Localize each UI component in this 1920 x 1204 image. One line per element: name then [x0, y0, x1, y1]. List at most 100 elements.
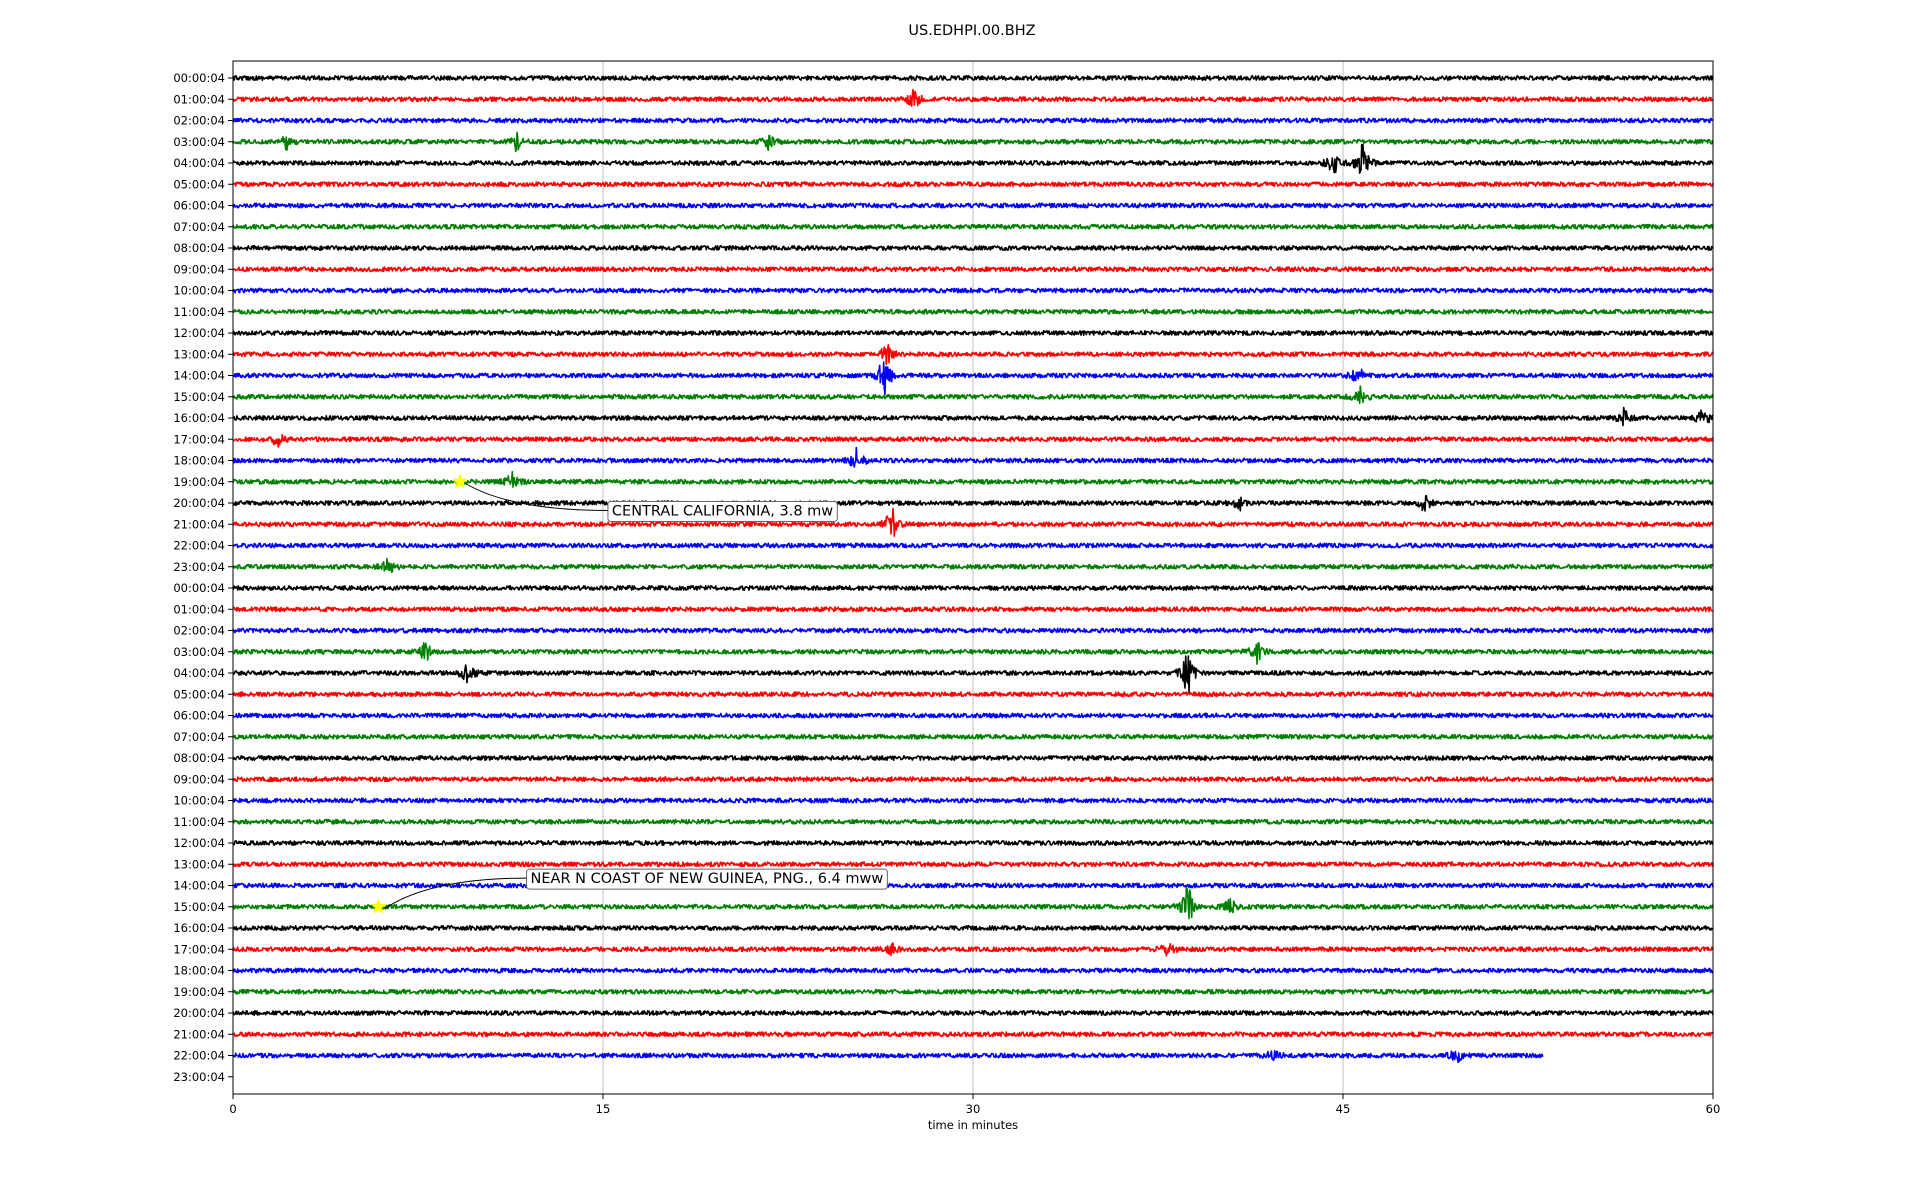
row-label: 20:00:04 [173, 496, 225, 510]
event-label-text: CENTRAL CALIFORNIA, 3.8 mw [612, 503, 833, 519]
row-label: 20:00:04 [173, 1006, 225, 1020]
chart-title: US.EDHPI.00.BHZ [908, 23, 1035, 39]
event-label-box [607, 500, 838, 522]
row-label: 02:00:04 [173, 624, 225, 638]
traces-layer [232, 75, 1714, 1064]
trace-row [232, 886, 1714, 920]
trace-row [232, 988, 1714, 995]
trace-row [232, 557, 1714, 573]
row-label: 23:00:04 [173, 560, 225, 574]
trace-row [232, 776, 1714, 783]
trace-row [232, 840, 1714, 846]
trace-row [232, 361, 1714, 395]
trace-row [232, 131, 1714, 153]
row-label: 12:00:04 [173, 326, 225, 340]
event-annotations: CENTRAL CALIFORNIA, 3.8 mw NEAR N COAST O… [370, 473, 888, 914]
row-label: 16:00:04 [173, 411, 225, 425]
trace-row [232, 733, 1714, 740]
row-label: 21:00:04 [173, 517, 225, 531]
row-label: 11:00:04 [173, 305, 225, 319]
row-label: 07:00:04 [173, 730, 225, 744]
trace-row [232, 266, 1714, 273]
trace-row [232, 1031, 1714, 1038]
row-label: 05:00:04 [173, 177, 225, 191]
row-label: 22:00:04 [173, 539, 225, 553]
row-label: 18:00:04 [173, 454, 225, 468]
x-tick-label: 30 [966, 1102, 981, 1116]
grid-layer [602, 61, 1344, 1094]
row-label: 17:00:04 [173, 432, 225, 446]
x-tick-label: 0 [229, 1102, 236, 1116]
trace-row [232, 925, 1714, 931]
row-label: 21:00:04 [173, 1027, 225, 1041]
trace-row [232, 385, 1714, 405]
trace-row [232, 494, 1714, 512]
trace-row [232, 861, 1714, 868]
trace-row [232, 202, 1714, 209]
x-tick-label: 60 [1706, 1102, 1721, 1116]
trace-row [232, 344, 1714, 366]
trace-row [232, 1050, 1544, 1064]
trace-row [232, 308, 1714, 315]
row-label: 10:00:04 [173, 794, 225, 808]
row-label: 11:00:04 [173, 815, 225, 829]
row-label: 04:00:04 [173, 156, 225, 170]
trace-row [232, 585, 1714, 591]
row-label: 03:00:04 [173, 645, 225, 659]
plot-frame [232, 60, 1714, 1095]
trace-row [232, 433, 1714, 448]
row-label: 14:00:04 [173, 369, 225, 383]
row-label: 13:00:04 [173, 347, 225, 361]
trace-row [232, 88, 1714, 107]
event-label: CENTRAL CALIFORNIA, 3.8 mw [607, 500, 838, 522]
row-label: 15:00:04 [173, 390, 225, 404]
trace-row [232, 245, 1714, 251]
row-label: 19:00:04 [173, 985, 225, 999]
event-connector [384, 877, 527, 910]
row-label: 05:00:04 [173, 687, 225, 701]
trace-row [232, 223, 1714, 230]
trace-row [232, 882, 1714, 889]
row-label: 07:00:04 [173, 220, 225, 234]
event-label: NEAR N COAST OF NEW GUINEA, PNG., 6.4 mw… [526, 868, 888, 890]
row-label: 00:00:04 [173, 581, 225, 595]
x-axis-label: time in minutes [928, 1118, 1018, 1132]
trace-row [232, 691, 1714, 698]
event-star-marker [451, 473, 468, 489]
row-label: 09:00:04 [173, 772, 225, 786]
trace-row [232, 507, 1714, 537]
trace-row [232, 446, 1714, 468]
row-label: 13:00:04 [173, 857, 225, 871]
row-label: 17:00:04 [173, 942, 225, 956]
x-tick-label: 15 [596, 1102, 611, 1116]
event-connector [465, 483, 608, 511]
row-label: 09:00:04 [173, 262, 225, 276]
row-label: 08:00:04 [173, 241, 225, 255]
row-label: 12:00:04 [173, 836, 225, 850]
row-label: 18:00:04 [173, 964, 225, 978]
row-label: 04:00:04 [173, 666, 225, 680]
trace-row [232, 1010, 1714, 1016]
trace-row [232, 117, 1714, 124]
row-label: 00:00:04 [173, 71, 225, 85]
trace-row [232, 406, 1714, 427]
trace-row [232, 712, 1714, 719]
trace-row [232, 942, 1714, 957]
event-label-text: NEAR N COAST OF NEW GUINEA, PNG., 6.4 mw… [531, 871, 884, 887]
trace-row [232, 75, 1714, 81]
row-label: 19:00:04 [173, 475, 225, 489]
row-label: 14:00:04 [173, 879, 225, 893]
row-label: 01:00:04 [173, 92, 225, 106]
row-labels: 00:00:04 01:00:04 02:00:04 03:00:04 04:00:04… [173, 71, 233, 1084]
event-star-marker [370, 898, 387, 914]
row-label: 06:00:04 [173, 199, 225, 213]
x-axis: 0 15 30 45 60 [229, 1094, 1720, 1116]
trace-row [232, 470, 1714, 488]
trace-row [232, 818, 1714, 825]
row-label: 23:00:04 [173, 1070, 225, 1084]
row-label: 22:00:04 [173, 1049, 225, 1063]
row-label: 15:00:04 [173, 900, 225, 914]
trace-row [232, 797, 1714, 804]
